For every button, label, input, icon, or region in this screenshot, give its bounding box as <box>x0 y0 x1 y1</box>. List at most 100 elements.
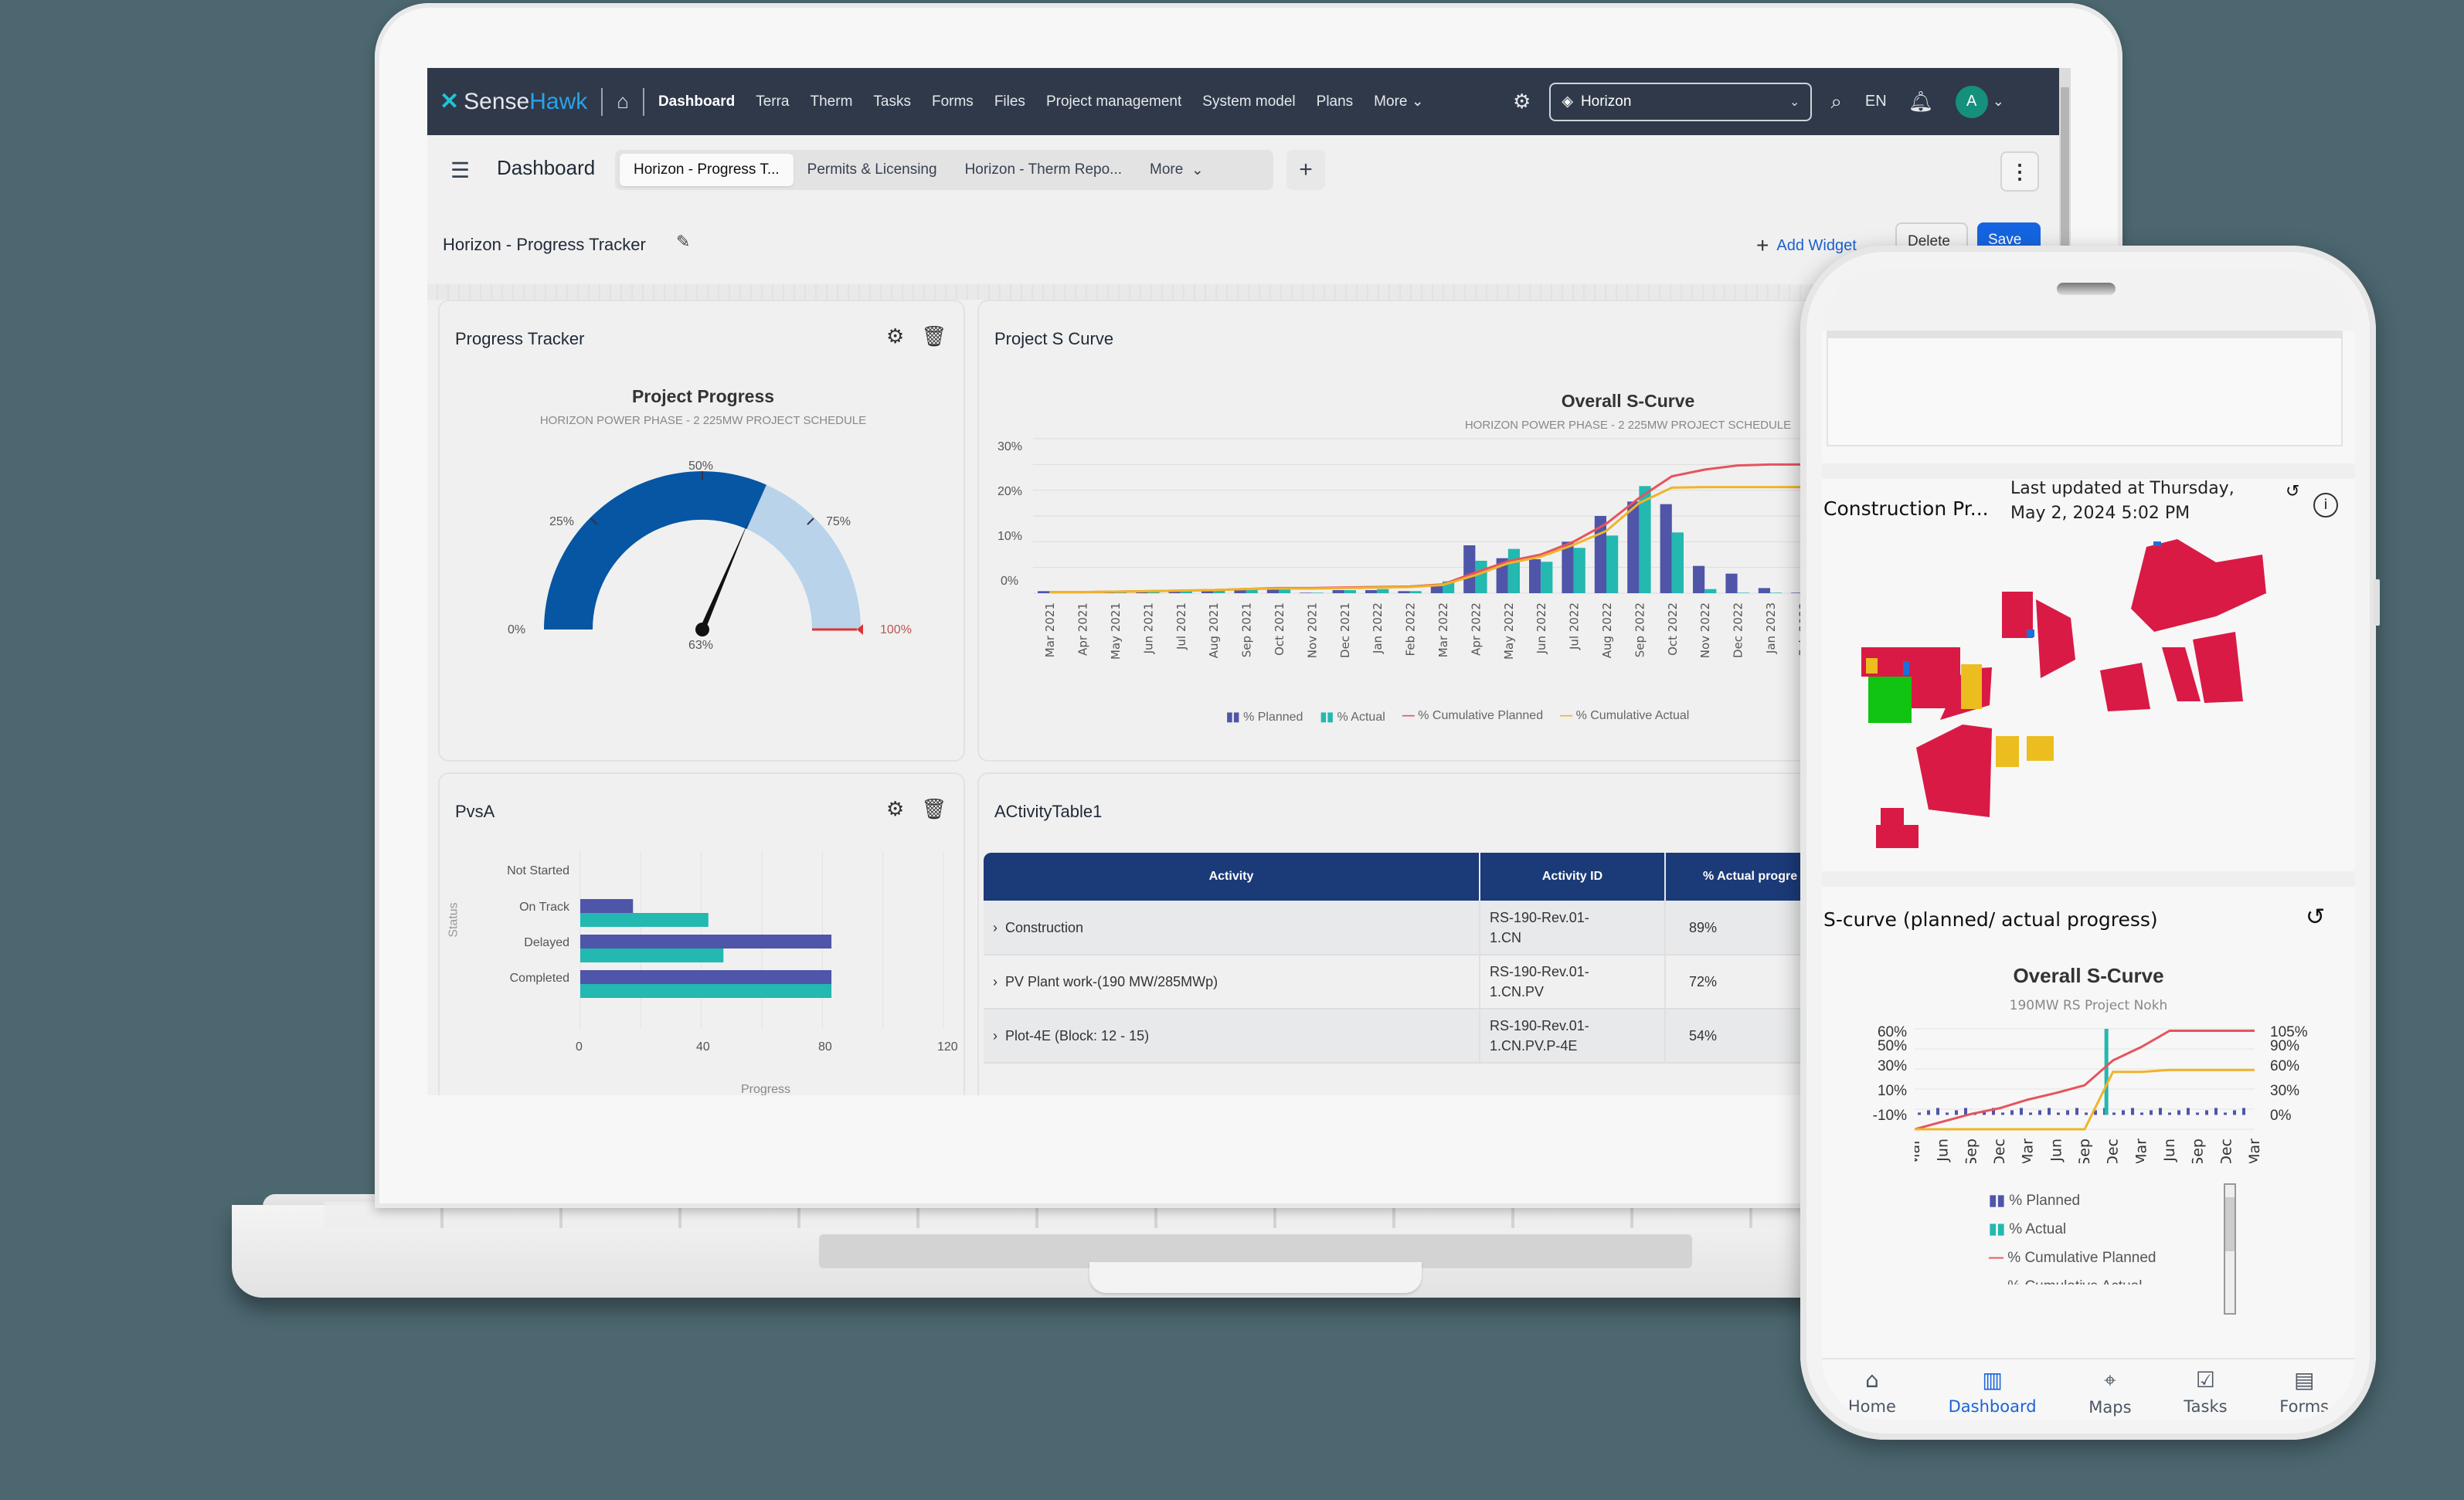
refresh-icon[interactable]: ↺ <box>2306 904 2326 931</box>
legend-item[interactable]: — % Cumulative Planned <box>1402 709 1544 722</box>
bottom-nav-dashboard[interactable]: ▥ Dashboard <box>1948 1367 2037 1416</box>
svg-text:May 2021: May 2021 <box>1109 602 1123 660</box>
expand-chevron-icon[interactable]: › <box>993 919 997 935</box>
bottom-nav-forms[interactable]: ▤ Forms <box>2279 1367 2330 1416</box>
expand-chevron-icon[interactable]: › <box>993 1028 997 1044</box>
column-header[interactable]: Activity ID <box>1480 853 1666 901</box>
scrollbar-thumb[interactable] <box>2225 1197 2235 1251</box>
site-map[interactable] <box>1853 531 2332 856</box>
nav-tasks[interactable]: Tasks <box>873 93 911 110</box>
x-axis-label: Progress <box>741 1083 791 1095</box>
form-icon: ▤ <box>2293 1367 2315 1393</box>
chart-subtitle: 190MW RS Project Nokh <box>2009 998 2168 1013</box>
menu-icon[interactable]: ☰ <box>450 158 471 182</box>
svg-text:Apr 2022: Apr 2022 <box>1469 602 1483 656</box>
activity-name: Construction <box>1005 919 1084 935</box>
nav-more[interactable]: More ⌄ <box>1374 93 1424 110</box>
refresh-icon[interactable]: ↺ <box>2286 482 2300 501</box>
trash-icon[interactable]: 🗑︎ <box>921 324 947 348</box>
y-tick: 0% <box>1001 575 1019 588</box>
widget-actions: ⚙ 🗑︎ <box>886 797 947 821</box>
bottom-nav-maps[interactable]: ⌖ Maps <box>2088 1367 2132 1417</box>
activity-id: 1.CN <box>1490 929 1522 945</box>
chevron-down-icon[interactable]: ⌄ <box>1992 93 2004 109</box>
svg-text:Sep 2022: Sep 2022 <box>1633 602 1647 657</box>
search-icon[interactable]: ⌕ <box>1830 89 1842 113</box>
legend-item[interactable]: ▮▮ % Actual <box>1320 711 1385 724</box>
avatar[interactable]: A <box>1955 85 1988 118</box>
legend-scrollbar[interactable] <box>2224 1183 2236 1315</box>
tab-horizon-therm[interactable]: Horizon - Therm Repo... <box>964 161 1123 178</box>
legend-item[interactable]: — % Cumulative Actual <box>1560 709 1690 722</box>
nav-files[interactable]: Files <box>994 93 1025 110</box>
legend-item[interactable]: — % Cumulative Planned <box>1989 1250 2156 1266</box>
expand-chevron-icon[interactable]: › <box>993 974 997 989</box>
table-row[interactable]: › PV Plant work-(190 MW/285MWp) RS-190-R… <box>984 955 1851 1010</box>
svg-text:Feb 2022: Feb 2022 <box>1404 602 1418 657</box>
legend-item[interactable]: ▮▮ % Planned <box>1226 711 1303 724</box>
svg-text:Jun 2021: Jun 2021 <box>1141 602 1155 654</box>
x-tick: 120 <box>937 1040 958 1054</box>
column-header[interactable]: Activity <box>984 853 1480 901</box>
edit-pencil-icon[interactable]: ✎ <box>676 232 691 251</box>
language-button[interactable]: EN <box>1864 93 1887 110</box>
project-selector[interactable]: ◈ Horizon ⌄ <box>1549 82 1813 121</box>
more-options-button[interactable]: ⋮ <box>2000 151 2039 192</box>
activity-table: Activity Activity ID % Actual progre › C… <box>984 853 1851 1064</box>
dashboard-name: Horizon - Progress Tracker <box>443 235 646 254</box>
bottom-nav-tasks[interactable]: ☑ Tasks <box>2184 1367 2228 1416</box>
svg-text:Mar 2022: Mar 2022 <box>1436 602 1450 657</box>
bottom-nav: ⌂ Home ▥ Dashboard ⌖ Maps ☑ Tasks ▤ Forms <box>1822 1358 2355 1420</box>
phone-status-area <box>1822 269 2355 331</box>
nav-project-management[interactable]: Project management <box>1045 93 1182 110</box>
legend-item[interactable]: ▮▮ % Planned <box>1989 1193 2081 1209</box>
x-tick: 0 <box>576 1040 583 1054</box>
gauge-tick: 0% <box>508 623 526 636</box>
svg-text:Jun 2022: Jun 2022 <box>1534 602 1548 654</box>
gear-icon[interactable]: ⚙ <box>1513 90 1531 113</box>
nav-forms[interactable]: Forms <box>931 93 974 110</box>
gauge-value: 63% <box>688 639 714 652</box>
activity-id: 1.CN.PV <box>1490 984 1545 999</box>
bottom-nav-home[interactable]: ⌂ Home <box>1847 1367 1896 1416</box>
legend-item[interactable]: — % Cumulative Actual <box>1989 1272 2156 1285</box>
info-icon[interactable]: i <box>2313 493 2338 518</box>
nav-plans[interactable]: Plans <box>1316 93 1354 110</box>
gauge-tick: 25% <box>549 515 575 528</box>
add-tab-button[interactable]: + <box>1286 150 1325 190</box>
chart-subtitle: HORIZON POWER PHASE - 2 225MW PROJECT SC… <box>1464 419 1792 432</box>
table-row[interactable]: › Construction RS-190-Rev.01- 1.CN 89% <box>984 901 1851 955</box>
gauge-tick: 50% <box>688 460 714 473</box>
s-curve-chart: Mar 2021 Apr 2021 May 2021 Jun 2021 Jul 2021… <box>1033 438 1852 660</box>
table-header-row: Activity Activity ID % Actual progre <box>984 853 1851 901</box>
dashboard-tabs: Horizon - Progress T... Permits & Licens… <box>615 150 1273 190</box>
nav-system-model[interactable]: System model <box>1202 93 1296 110</box>
add-widget-label: Add Widget <box>1776 236 1857 254</box>
svg-text:Jun: Jun <box>2161 1139 2178 1162</box>
nav-therm[interactable]: Therm <box>810 93 853 110</box>
sensehawk-logo[interactable]: ✕ SenseHawk <box>440 88 587 115</box>
bell-icon[interactable]: 🔔︎ <box>1908 90 1934 113</box>
activity-name: Plot-4E (Block: 12 - 15) <box>1005 1028 1150 1044</box>
chevron-down-icon: ⌄ <box>1411 93 1424 110</box>
tab-more[interactable]: More ⌄ <box>1136 154 1218 186</box>
category-label: Completed <box>509 972 569 985</box>
table-row[interactable]: › Plot-4E (Block: 12 - 15) RS-190-Rev.01… <box>984 1009 1851 1064</box>
x-tick: 80 <box>818 1040 832 1054</box>
svg-text:Mar: Mar <box>2133 1139 2150 1163</box>
home-icon[interactable]: ⌂ <box>617 90 629 113</box>
legend-item[interactable]: ▮▮ % Actual <box>1989 1221 2067 1237</box>
add-widget-button[interactable]: + Add Widget <box>1756 233 1857 258</box>
tab-horizon-progress[interactable]: Horizon - Progress T... <box>620 154 794 186</box>
clipboard-check-icon: ☑ <box>2195 1367 2215 1393</box>
nav-dashboard[interactable]: Dashboard <box>658 93 736 110</box>
phone-s-curve-chart: Mar Jun Sep Dec Mar Jun Sep Dec Mar Jun Sep Dec Mar <box>1915 1028 2262 1163</box>
gear-icon[interactable]: ⚙ <box>886 324 905 348</box>
tab-permits-licensing[interactable]: Permits & Licensing <box>807 161 937 178</box>
nav-terra[interactable]: Terra <box>756 93 790 110</box>
trash-icon[interactable]: 🗑︎ <box>921 797 947 820</box>
left-axis: 60% 50% 30% 10% -10% <box>1872 1024 1907 1124</box>
gear-icon[interactable]: ⚙ <box>886 797 905 820</box>
divider <box>1822 463 2355 479</box>
right-axis: 105% 90% 60% 30% 0% <box>2270 1024 2308 1124</box>
